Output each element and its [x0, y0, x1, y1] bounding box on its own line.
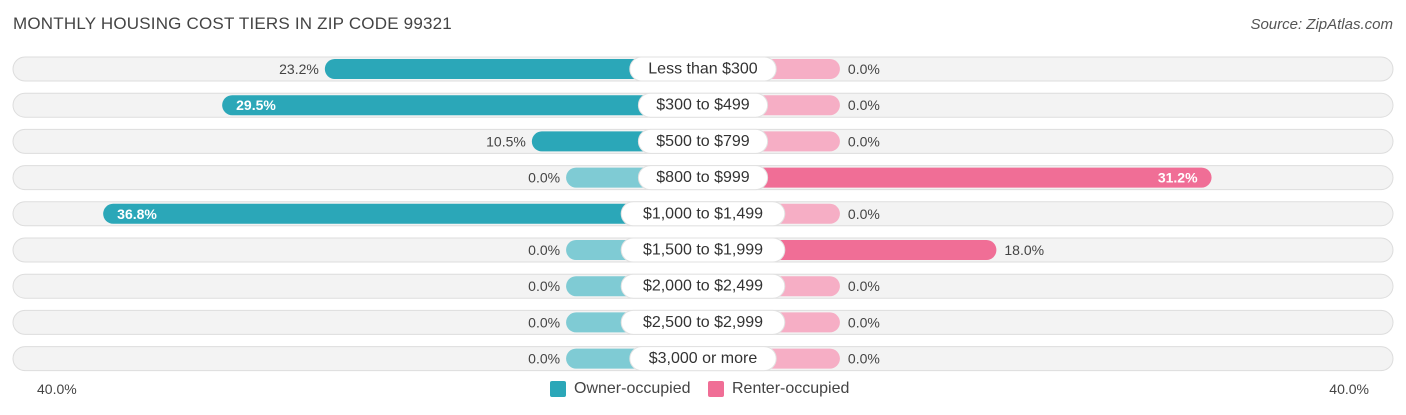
- category-pill: [637, 128, 769, 154]
- renter-value-label: 18.0%: [1004, 242, 1044, 258]
- owner-bar: [103, 203, 703, 224]
- category-label: Less than $300: [648, 61, 758, 78]
- legend-renter[interactable]: Renter-occupied: [708, 380, 849, 398]
- chart-title: MONTHLY HOUSING COST TIERS IN ZIP CODE 9…: [13, 14, 452, 33]
- category-pill: [620, 309, 786, 335]
- legend-owner[interactable]: Owner-occupied: [550, 380, 691, 398]
- renter-value-label: 0.0%: [848, 133, 880, 149]
- renter-bar: [703, 167, 1212, 188]
- owner-value-label: 0.0%: [528, 351, 560, 367]
- renter-value-label: 0.0%: [848, 314, 880, 330]
- category-pill: [637, 92, 769, 118]
- owner-value-label: 29.5%: [236, 97, 276, 113]
- category-pill: [637, 165, 769, 191]
- category-label: $3,000 or more: [649, 350, 758, 367]
- category-label: $1,500 to $1,999: [643, 242, 763, 259]
- category-pill: [629, 346, 777, 372]
- owner-value-label: 0.0%: [528, 314, 560, 330]
- category-pill: [620, 237, 786, 263]
- legend-owner-swatch: [550, 381, 566, 397]
- owner-value-label: 10.5%: [486, 133, 526, 149]
- legend-owner-label: Owner-occupied: [574, 380, 691, 397]
- category-label: $1,000 to $1,499: [643, 205, 763, 222]
- category-label: $2,500 to $2,999: [643, 314, 763, 331]
- renter-value-label: 0.0%: [848, 61, 880, 77]
- category-label: $300 to $499: [656, 97, 750, 114]
- category-pill: [620, 201, 786, 227]
- category-pill: [620, 273, 786, 299]
- renter-value-label: 0.0%: [848, 206, 880, 222]
- owner-bar: [222, 95, 703, 116]
- axis-right-label: 40.0%: [1329, 381, 1369, 397]
- chart-area: 23.2% 0.0% Less than $300 29.5% 0.0% $300 to …: [12, 56, 1394, 372]
- source-note: Source: ZipAtlas.com: [1250, 16, 1393, 33]
- owner-value-label: 0.0%: [528, 170, 560, 186]
- legend: Owner-occupied Renter-occupied: [0, 380, 1406, 402]
- renter-value-label: 0.0%: [848, 278, 880, 294]
- owner-value-label: 23.2%: [279, 61, 319, 77]
- legend-renter-label: Renter-occupied: [732, 380, 850, 397]
- category-label: $800 to $999: [656, 169, 750, 186]
- legend-renter-swatch: [708, 381, 724, 397]
- owner-value-label: 0.0%: [528, 242, 560, 258]
- renter-value-label: 31.2%: [1158, 170, 1198, 186]
- category-label: $500 to $799: [656, 133, 750, 150]
- owner-value-label: 36.8%: [117, 206, 157, 222]
- category-label: $2,000 to $2,499: [643, 278, 763, 295]
- owner-value-label: 0.0%: [528, 278, 560, 294]
- owner-bar: [324, 59, 703, 79]
- renter-value-label: 0.0%: [848, 351, 880, 367]
- category-pill: [629, 56, 777, 82]
- axis-left-label: 40.0%: [37, 381, 77, 397]
- renter-value-label: 0.0%: [848, 97, 880, 113]
